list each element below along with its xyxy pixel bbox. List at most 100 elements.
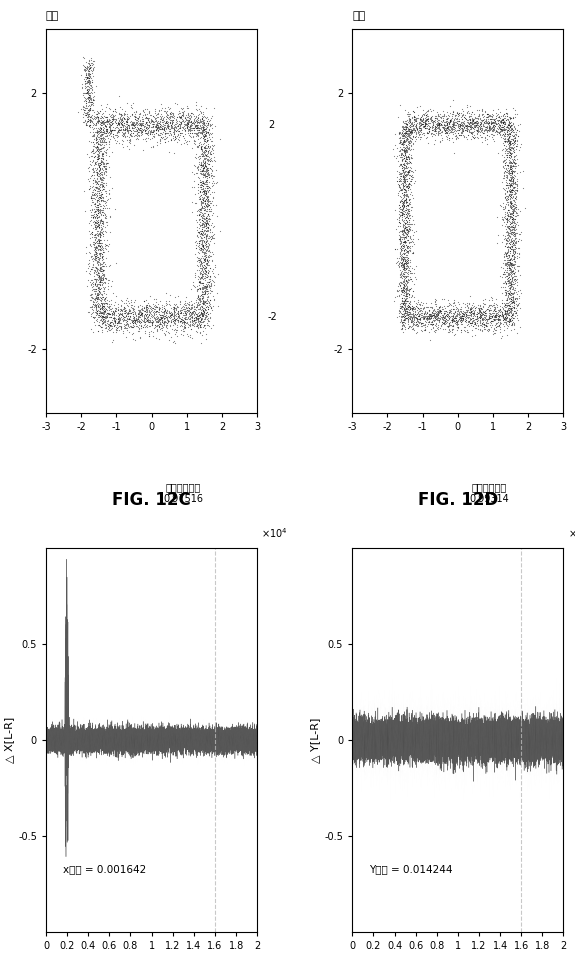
- Point: [89, 135, 98, 150]
- Point: [105, 317, 114, 333]
- Point: [182, 315, 191, 331]
- Point: [80, 60, 89, 75]
- Point: [91, 227, 100, 242]
- Point: [185, 314, 194, 330]
- Point: [202, 258, 212, 273]
- Point: [395, 129, 404, 144]
- Point: [479, 295, 488, 310]
- Point: [440, 126, 450, 141]
- Point: [483, 115, 492, 131]
- Point: [178, 109, 187, 124]
- Point: [441, 109, 450, 124]
- Point: [429, 320, 438, 335]
- Point: [399, 318, 408, 333]
- Point: [202, 189, 211, 205]
- Point: [94, 149, 103, 164]
- Point: [200, 189, 209, 205]
- Point: [398, 169, 408, 185]
- Point: [422, 118, 431, 134]
- Point: [91, 148, 100, 163]
- Point: [93, 287, 102, 303]
- Point: [210, 184, 219, 199]
- Point: [104, 243, 113, 259]
- Point: [91, 173, 100, 188]
- Point: [397, 141, 406, 157]
- Point: [116, 123, 125, 138]
- Point: [172, 322, 181, 337]
- Point: [111, 303, 120, 318]
- Point: [114, 310, 123, 326]
- Point: [197, 308, 206, 323]
- Point: [150, 111, 159, 127]
- Point: [458, 124, 467, 139]
- Point: [473, 308, 482, 323]
- Point: [508, 312, 517, 328]
- Point: [93, 249, 102, 264]
- Point: [168, 313, 177, 329]
- Point: [421, 111, 431, 127]
- Point: [113, 303, 122, 318]
- Point: [94, 237, 103, 253]
- Point: [162, 115, 171, 131]
- Point: [196, 161, 205, 177]
- Point: [509, 217, 518, 233]
- Point: [394, 207, 403, 222]
- Point: [103, 113, 112, 129]
- Point: [408, 302, 417, 317]
- Point: [466, 302, 475, 317]
- Point: [101, 314, 110, 330]
- Point: [504, 119, 513, 135]
- Point: [401, 295, 411, 310]
- Point: [393, 170, 402, 185]
- Point: [507, 198, 516, 213]
- Point: [94, 268, 103, 283]
- Point: [120, 122, 129, 137]
- Point: [127, 300, 136, 315]
- Point: [159, 319, 168, 334]
- Point: [499, 122, 508, 137]
- Point: [202, 283, 211, 298]
- Point: [145, 126, 155, 141]
- Point: [155, 312, 164, 328]
- Point: [447, 130, 457, 145]
- Point: [487, 130, 496, 145]
- Point: [490, 309, 500, 325]
- Point: [421, 115, 431, 131]
- Point: [202, 125, 211, 140]
- Point: [501, 105, 511, 120]
- Point: [467, 298, 477, 313]
- Point: [500, 280, 509, 295]
- Point: [424, 308, 433, 324]
- Point: [97, 114, 106, 130]
- Point: [461, 129, 470, 144]
- Point: [404, 319, 413, 334]
- Point: [198, 280, 208, 295]
- Point: [510, 194, 519, 209]
- Point: [141, 318, 151, 333]
- Point: [193, 251, 202, 266]
- Point: [87, 80, 97, 95]
- Point: [417, 113, 426, 129]
- Point: [492, 323, 501, 338]
- Point: [407, 289, 416, 305]
- Point: [182, 120, 191, 136]
- Point: [508, 182, 518, 197]
- Point: [404, 289, 413, 305]
- Point: [498, 307, 507, 322]
- Point: [139, 108, 148, 123]
- Point: [91, 244, 101, 259]
- Point: [495, 268, 504, 283]
- Point: [511, 179, 520, 194]
- Point: [398, 206, 408, 221]
- Point: [97, 130, 106, 145]
- Point: [396, 182, 405, 197]
- Point: [396, 173, 405, 188]
- Point: [482, 302, 492, 317]
- Point: [435, 122, 444, 137]
- Point: [202, 315, 212, 331]
- Point: [466, 114, 475, 130]
- Point: [102, 233, 112, 248]
- Point: [467, 105, 477, 120]
- Point: [507, 215, 516, 231]
- Point: [442, 129, 451, 144]
